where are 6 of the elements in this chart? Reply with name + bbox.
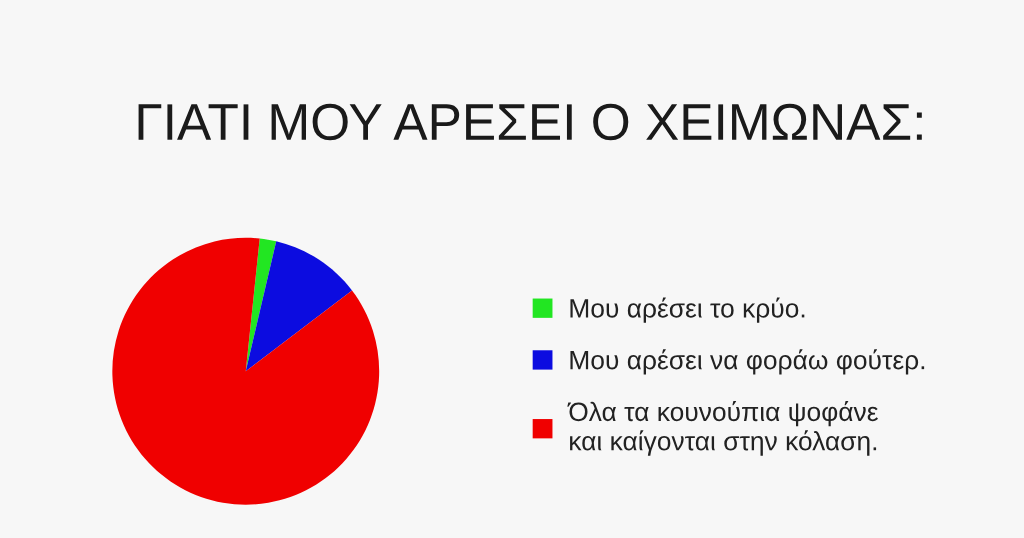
- legend-label: Όλα τα κουνούπια ψοφάνε και καίγονται στην κόλαση.: [567, 401, 879, 456]
- pie-slice: [245, 241, 353, 372]
- chart-title: ΓΙΑΤΙ ΜΟΥ ΑΡΕΣΕΙ Ο ΧΕΙΜΩΝΑΣ:: [138, 103, 922, 141]
- legend-label: Μου αρέσει το κρύο.: [570, 297, 805, 323]
- legend-label: Μου αρέσει να φοράω φούτερ.: [570, 349, 925, 375]
- pie-slice: [112, 237, 380, 505]
